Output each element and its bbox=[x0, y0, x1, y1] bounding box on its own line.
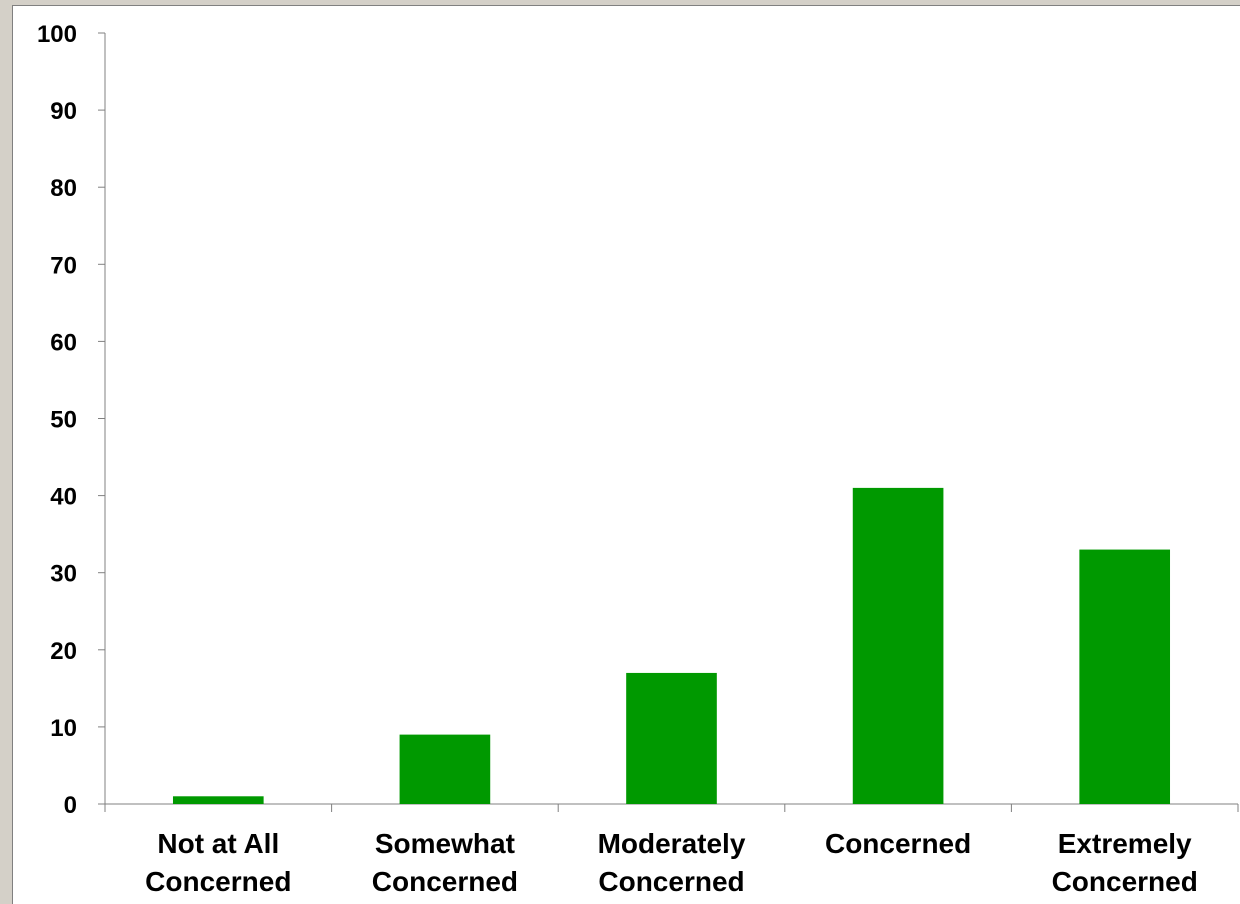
x-tick-label: Moderately Concerned bbox=[598, 828, 746, 897]
y-tick-label: 70 bbox=[50, 252, 77, 279]
y-tick-label: 20 bbox=[50, 638, 77, 665]
bar bbox=[399, 734, 491, 804]
bar bbox=[1079, 549, 1171, 804]
y-tick-label: 60 bbox=[50, 329, 77, 356]
x-tick-label-line: Concerned bbox=[372, 866, 518, 897]
x-tick-label: Concerned bbox=[825, 828, 971, 859]
x-tick-label: Extremely Concerned bbox=[1052, 828, 1198, 897]
y-tick-label: 0 bbox=[64, 792, 77, 819]
x-tick-label-line: Concerned bbox=[825, 828, 971, 859]
chart-frame bbox=[12, 5, 1240, 904]
y-tick-label: 80 bbox=[50, 175, 77, 202]
x-tick-label-line: Extremely bbox=[1058, 828, 1192, 859]
y-tick-label: 30 bbox=[50, 561, 77, 588]
y-tick-label: 90 bbox=[50, 98, 77, 125]
bars bbox=[172, 487, 1171, 804]
x-tick-label: Not at All Concerned bbox=[145, 828, 291, 897]
y-axis: 0 10 20 30 40 50 60 70 80 90 100 bbox=[37, 21, 106, 819]
y-tick-label: 100 bbox=[37, 21, 77, 48]
x-tick-label-line: Moderately bbox=[598, 828, 746, 859]
x-tick-label-line: Not at All bbox=[157, 828, 279, 859]
x-tick-label-line: Concerned bbox=[145, 866, 291, 897]
bar bbox=[172, 796, 264, 804]
y-tick-label: 40 bbox=[50, 484, 77, 511]
y-tick-label: 50 bbox=[50, 407, 77, 434]
x-tick-label-line: Somewhat bbox=[375, 828, 515, 859]
x-tick-label: Somewhat Concerned bbox=[372, 828, 518, 897]
x-axis bbox=[104, 803, 1239, 812]
x-tick-label-line: Concerned bbox=[1052, 866, 1198, 897]
bar bbox=[626, 672, 717, 804]
x-tick-label-line: Concerned bbox=[598, 866, 744, 897]
y-tick-label: 10 bbox=[50, 715, 77, 742]
bar bbox=[852, 487, 944, 804]
